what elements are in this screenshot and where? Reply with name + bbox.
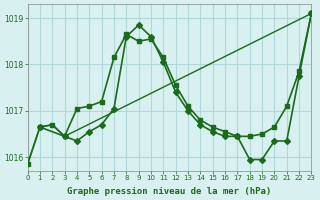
X-axis label: Graphe pression niveau de la mer (hPa): Graphe pression niveau de la mer (hPa) (68, 187, 272, 196)
